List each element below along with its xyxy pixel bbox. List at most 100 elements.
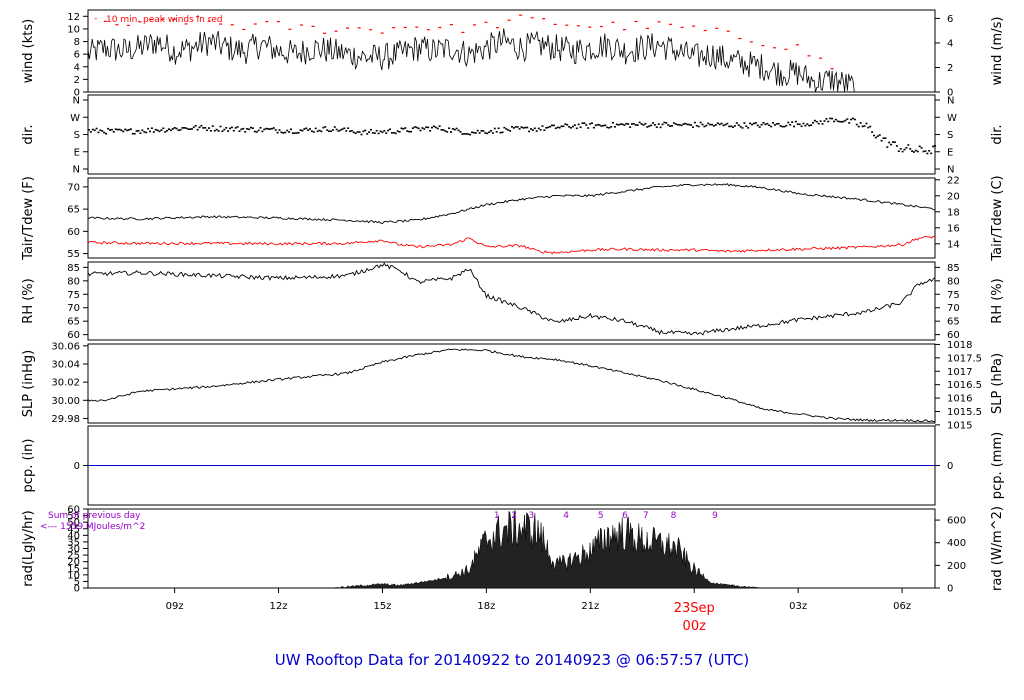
dir-point — [562, 125, 565, 128]
dir-point — [766, 122, 769, 125]
dir-point — [192, 126, 195, 129]
dir-point — [377, 132, 380, 135]
dir-point — [867, 126, 870, 129]
dir-point — [914, 149, 917, 152]
y2-tick-label: 70 — [947, 303, 960, 314]
dir-point — [850, 118, 853, 121]
dir-point — [537, 127, 540, 130]
y2-axis-label: SLP (hPa) — [990, 353, 1005, 414]
dir-point — [676, 123, 679, 126]
dir-point — [381, 131, 384, 134]
dir-point — [522, 127, 525, 129]
dir-point — [751, 123, 754, 126]
dir-point — [175, 127, 178, 130]
y-tick-label: 15 — [67, 564, 80, 575]
y2-tick-label: 75 — [947, 290, 960, 301]
dir-point — [208, 127, 210, 129]
dir-point — [796, 123, 799, 125]
dir-point — [554, 127, 557, 130]
dir-point — [200, 124, 203, 127]
dir-point — [423, 128, 426, 130]
panel-rh: RH (%) RH (%) 60 65 70 75 80 85 60 65 70 75 80 85 — [21, 261, 1005, 341]
dir-point — [619, 123, 622, 125]
dir-point — [514, 126, 517, 128]
dir-point — [150, 127, 153, 129]
dir-point — [876, 135, 879, 137]
panel-slp: SLP (inHg) SLP (hPa) 29.98 30.00 30.02 30.04 3… — [21, 340, 1005, 431]
dir-point — [592, 126, 595, 129]
panel-frame — [87, 94, 936, 175]
dir-point — [753, 122, 755, 125]
dir-point — [909, 148, 912, 150]
y-tick-label: 40 — [67, 531, 80, 542]
dir-point — [390, 132, 393, 134]
dir-point — [773, 124, 776, 126]
y2-tick-label: N — [947, 96, 954, 107]
dir-point — [869, 125, 872, 128]
dir-point — [524, 126, 527, 129]
dir-point — [922, 150, 925, 153]
dir-point — [589, 123, 592, 125]
dir-point — [469, 133, 472, 136]
dir-point — [535, 130, 538, 132]
dir-point — [680, 124, 683, 127]
dir-point — [528, 130, 531, 133]
dir-point — [240, 128, 243, 131]
dir-point — [623, 124, 626, 126]
dir-point — [169, 129, 172, 132]
dir-point — [657, 123, 660, 125]
dir-point — [785, 124, 788, 127]
dir-point — [217, 130, 220, 132]
dir-point — [591, 122, 593, 124]
dir-point — [853, 118, 856, 121]
y2-tick-label: 0 — [947, 584, 953, 595]
dir-point — [556, 126, 559, 129]
y2-tick-label: 200 — [947, 561, 966, 572]
dir-point — [892, 141, 894, 143]
y-tick-label: W — [70, 113, 80, 124]
dir-point — [246, 128, 249, 130]
dir-point — [745, 125, 748, 127]
dir-point — [520, 126, 523, 128]
y2-axis-label: Tair/Tdew (C) — [990, 175, 1005, 261]
dir-point — [341, 128, 344, 130]
dir-point — [568, 126, 571, 128]
y-axis-label: RH (%) — [21, 278, 36, 323]
y2-axis-label: rad (W/m^2) — [990, 506, 1005, 591]
dir-point — [653, 124, 656, 126]
series-wind — [87, 28, 935, 93]
y-tick-label: 12 — [67, 12, 80, 23]
dir-point — [926, 152, 929, 155]
dir-point — [371, 132, 374, 134]
dir-point — [286, 129, 289, 132]
dir-point — [756, 124, 759, 127]
dir-point — [402, 128, 405, 130]
dir-point — [250, 126, 252, 129]
dir-point — [625, 122, 628, 125]
dir-point — [88, 129, 90, 131]
dir-point — [211, 125, 214, 127]
dir-point — [560, 125, 563, 128]
dir-point — [552, 124, 555, 127]
dir-point — [911, 150, 914, 152]
x-tick-label: 12z — [270, 601, 288, 612]
y2-tick-label: N — [947, 165, 954, 176]
y2-tick-label: 1015.5 — [947, 407, 982, 418]
y-tick-label: 10 — [67, 570, 80, 581]
dir-point — [775, 123, 778, 125]
dir-point — [705, 124, 708, 127]
y-tick-label: 0 — [74, 88, 80, 99]
x-tick-label: 03z — [789, 601, 807, 612]
dir-point — [733, 125, 736, 127]
dir-point — [495, 131, 498, 133]
panel-rad: rad(Lgly/hr) rad (W/m^2)05101520253035404… — [21, 505, 1005, 595]
dir-point — [312, 131, 315, 133]
y-axis-label: pcp. (in) — [21, 439, 36, 493]
x-axis: 23Sep 00z 09z 12z 15z 18z 21z 03z 06z — [166, 588, 911, 634]
dir-point — [777, 122, 780, 125]
y-tick-label: 8 — [74, 37, 80, 48]
dir-point — [648, 125, 651, 127]
y2-tick-label: 0 — [947, 88, 953, 99]
dir-point — [716, 122, 719, 124]
dir-point — [754, 122, 757, 124]
